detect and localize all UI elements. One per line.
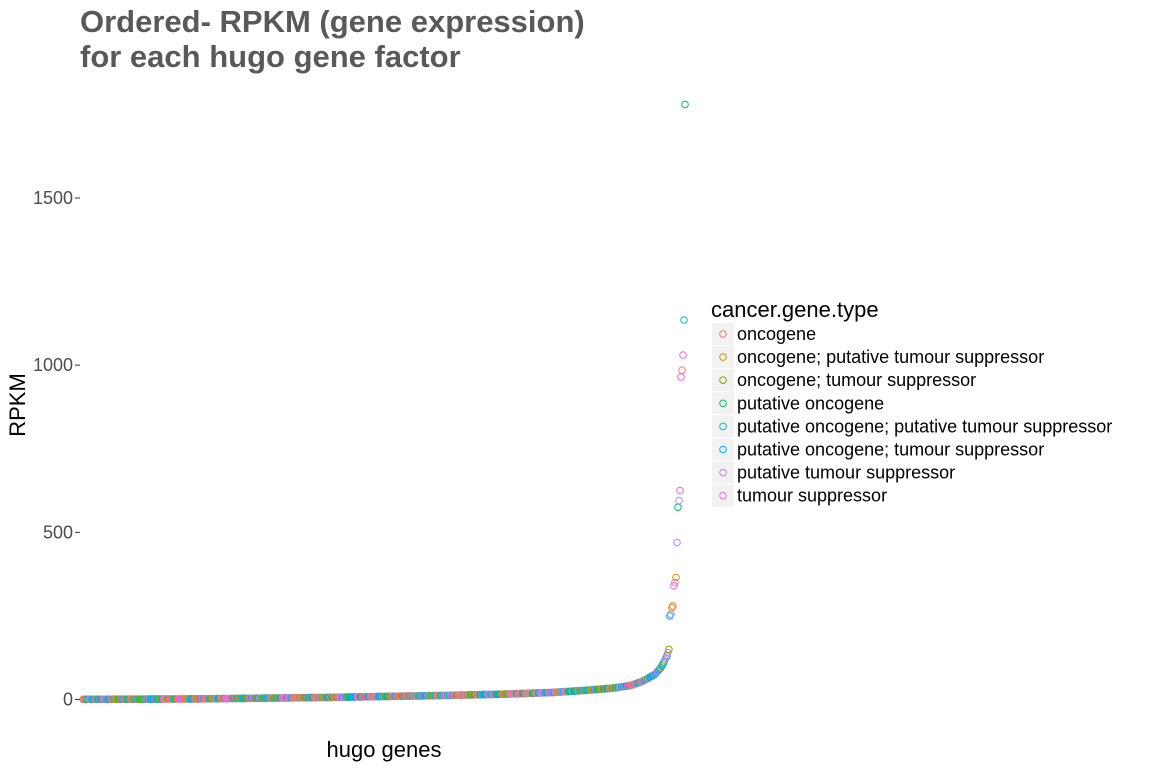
legend-key-symbol [719,330,727,338]
data-point [665,645,673,654]
legend-label: oncogene; putative tumour suppressor [737,347,1044,367]
chart-title: Ordered- RPKM (gene expression) for each… [80,4,585,74]
legend-key-background [712,484,734,507]
data-points [79,100,689,704]
data-point [671,578,679,587]
data-point [664,649,672,657]
y-tick-label: 500 [43,522,73,542]
legend-key-symbol [719,353,727,361]
legend-label: tumour suppressor [737,486,887,506]
legend-title: cancer.gene.type [711,297,879,322]
y-axis: 0 500 1000 1500 [33,188,80,710]
legend-key-background [712,323,734,345]
data-point [673,538,681,547]
plot-panel [80,90,695,712]
legend-label: putative oncogene [737,393,884,413]
data-point [679,351,687,359]
data-point [668,603,676,612]
legend-entries: oncogene oncogene; putative tumour suppre… [712,323,1112,507]
data-point [681,100,689,109]
data-point [680,316,688,324]
data-point [663,652,671,660]
legend-key-symbol [719,445,727,454]
legend-key-symbol [719,399,727,408]
legend-label: oncogene [737,324,816,344]
legend: cancer.gene.type oncogene oncogene; putat… [711,297,1112,507]
legend-label: putative oncogene; putative tumour suppr… [737,416,1112,436]
data-point [676,486,684,495]
data-point [672,573,680,582]
data-point [666,612,674,620]
legend-key-symbol [719,376,727,385]
legend-key-symbol [719,468,727,477]
data-point [670,582,678,590]
data-point [675,496,683,505]
chart-title-line-2: for each hugo gene factor [80,39,461,74]
y-tick-label: 1500 [33,188,73,208]
legend-key-background [712,461,734,484]
legend-label: oncogene; tumour suppressor [737,370,976,390]
legend-key-background [712,346,734,369]
legend-label: putative oncogene; tumour suppressor [737,440,1044,460]
y-tick-label: 0 [63,690,73,710]
chart-title-line-1: Ordered- RPKM (gene expression) [80,4,585,39]
data-point [678,366,686,375]
legend-label: putative tumour suppressor [737,463,955,483]
legend-key-background [712,415,734,438]
legend-key-symbol [719,422,727,431]
plot-background [80,90,695,712]
legend-key-symbol [719,491,727,500]
data-point [669,602,677,610]
legend-key-background [712,438,734,461]
y-tick-label: 1000 [33,355,73,375]
legend-key-background [712,369,734,392]
y-axis-title: RPKM [5,373,30,437]
legend-key-background [712,392,734,415]
x-axis-title: hugo genes [327,737,442,762]
